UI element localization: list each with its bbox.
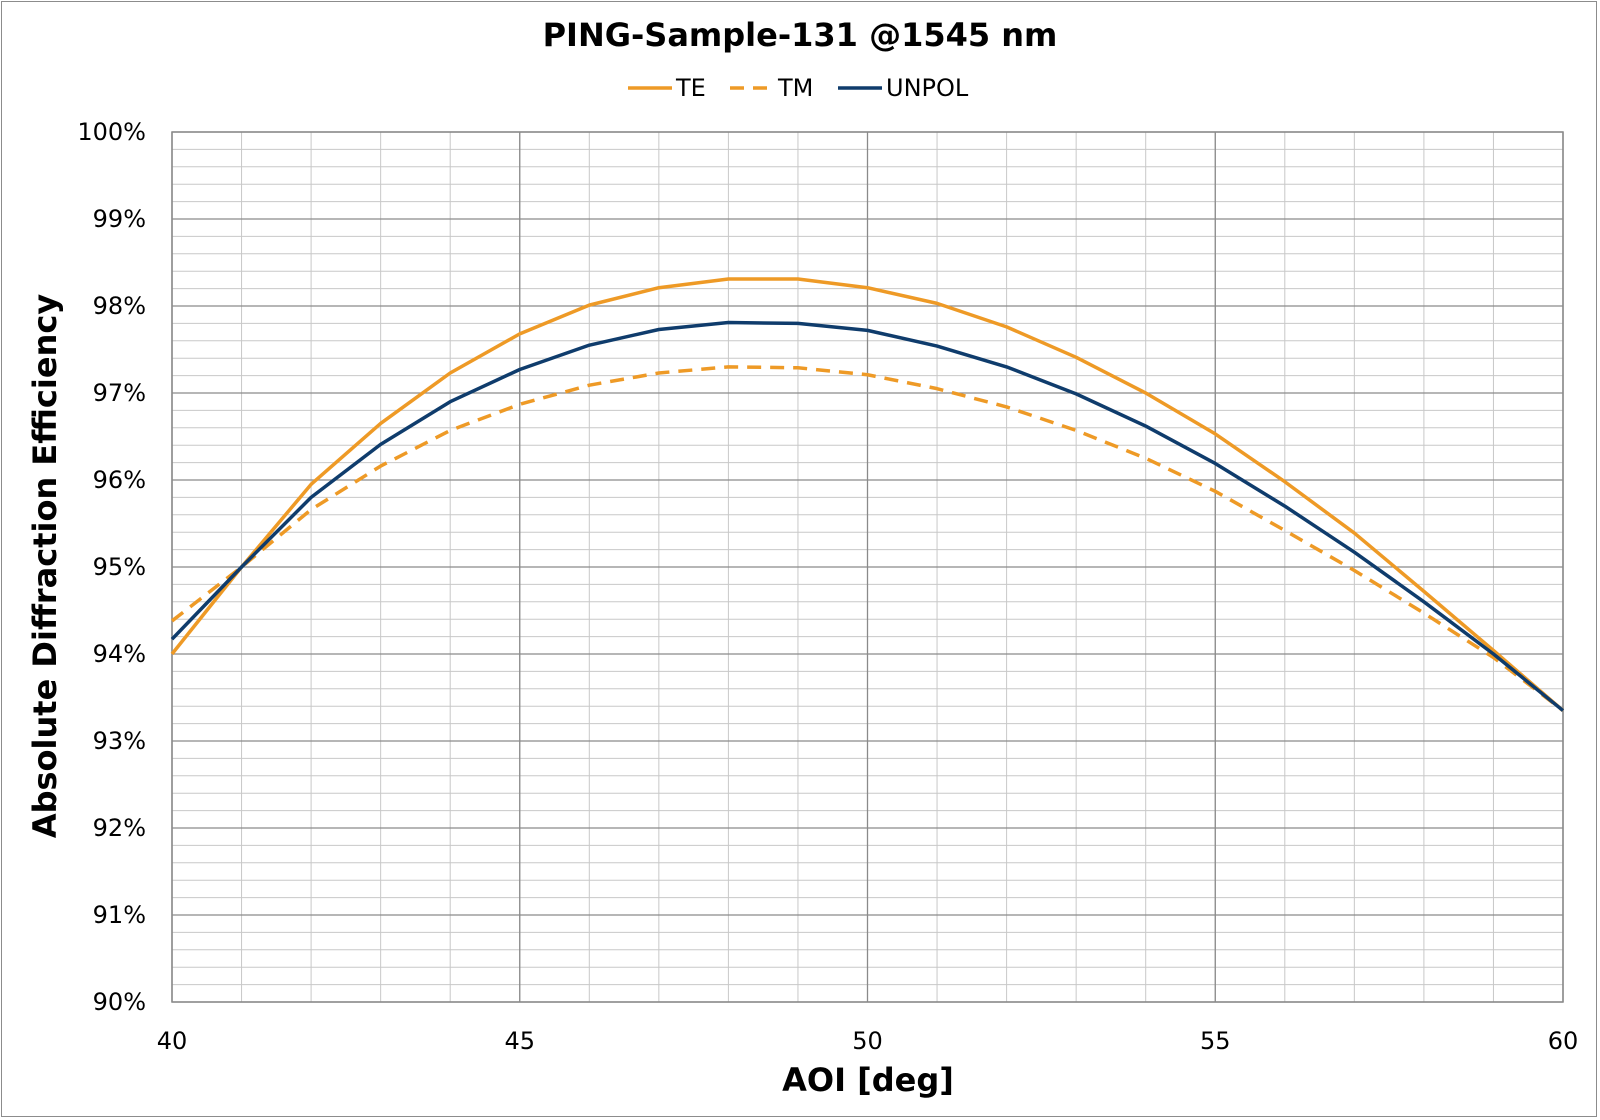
legend-label: UNPOL [886,74,969,102]
x-tick-label: 50 [852,1027,883,1055]
y-tick-label: 95% [93,553,146,581]
x-axis-title: AOI [deg] [782,1061,954,1099]
y-tick-label: 96% [93,466,146,494]
plot-border [171,131,1564,1003]
x-tick-label: 55 [1200,1027,1231,1055]
legend-item-unpol: UNPOL [838,74,969,102]
y-tick-label: 90% [93,988,146,1016]
x-tick-label: 45 [504,1027,535,1055]
legend-label: TM [777,74,813,102]
y-tick-label: 98% [93,292,146,320]
series-line-tm [170,365,1565,712]
series-layer [170,277,1565,712]
x-tick-label: 40 [157,1027,188,1055]
series-line-te [170,277,1565,712]
y-tick-label: 92% [93,814,146,842]
y-tick-label: 99% [93,205,146,233]
y-tick-label: 91% [93,901,146,929]
y-axis-title: Absolute Diffraction Efficiency [26,294,64,839]
x-tick-label: 60 [1548,1027,1579,1055]
legend-item-tm: TM [730,74,813,102]
series-line-unpol [170,320,1565,712]
y-tick-labels: 90% 91% 92% 93% 94% 95% 96% 97% 98% 99% 100% [77,118,146,1016]
y-tick-label: 94% [93,640,146,668]
legend: TE TM UNPOL [628,74,969,102]
legend-label: TE [675,74,706,102]
legend-item-te: TE [628,74,706,102]
y-tick-label: 93% [93,727,146,755]
x-tick-labels: 40 45 50 55 60 [157,1027,1579,1055]
y-tick-label: 100% [77,118,146,146]
y-tick-label: 97% [93,379,146,407]
plot-area-border [171,131,1564,1003]
chart-title: PING-Sample-131 @1545 nm [543,16,1058,54]
